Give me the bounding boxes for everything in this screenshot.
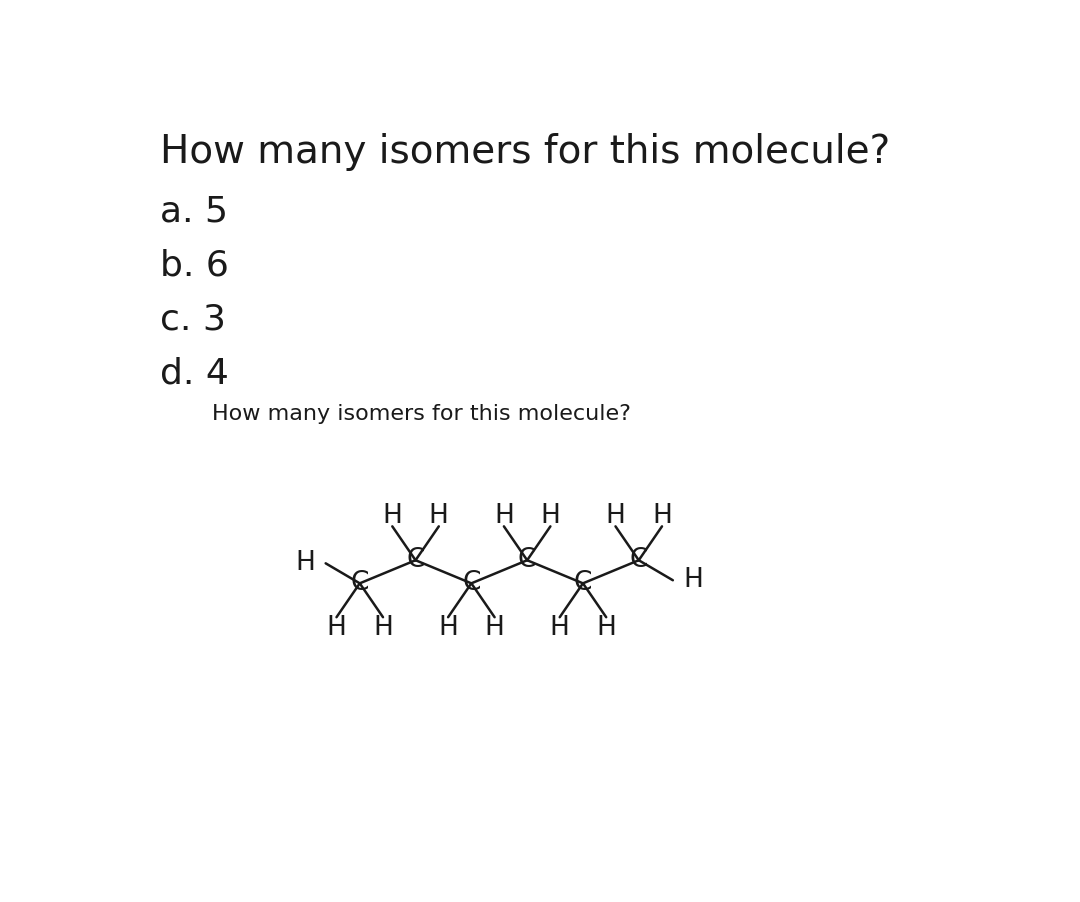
Text: H: H [494, 502, 514, 529]
Text: C: C [573, 570, 592, 596]
Text: H: H [540, 502, 561, 529]
Text: C: C [518, 548, 537, 574]
Text: C: C [630, 548, 648, 574]
Text: H: H [438, 615, 458, 641]
Text: H: H [596, 615, 616, 641]
Text: b. 6: b. 6 [160, 248, 229, 282]
Text: d. 4: d. 4 [160, 356, 229, 391]
Text: H: H [606, 502, 625, 529]
Text: H: H [382, 502, 402, 529]
Text: C: C [406, 548, 424, 574]
Text: H: H [684, 567, 703, 594]
Text: H: H [373, 615, 393, 641]
Text: C: C [462, 570, 481, 596]
Text: H: H [485, 615, 504, 641]
Text: H: H [550, 615, 569, 641]
Text: How many isomers for this molecule?: How many isomers for this molecule? [160, 133, 890, 170]
Text: H: H [652, 502, 672, 529]
Text: c. 3: c. 3 [160, 302, 226, 336]
Text: C: C [351, 570, 369, 596]
Text: H: H [429, 502, 448, 529]
Text: a. 5: a. 5 [160, 195, 228, 228]
Text: How many isomers for this molecule?: How many isomers for this molecule? [213, 404, 632, 424]
Text: H: H [326, 615, 347, 641]
Text: H: H [295, 550, 314, 576]
